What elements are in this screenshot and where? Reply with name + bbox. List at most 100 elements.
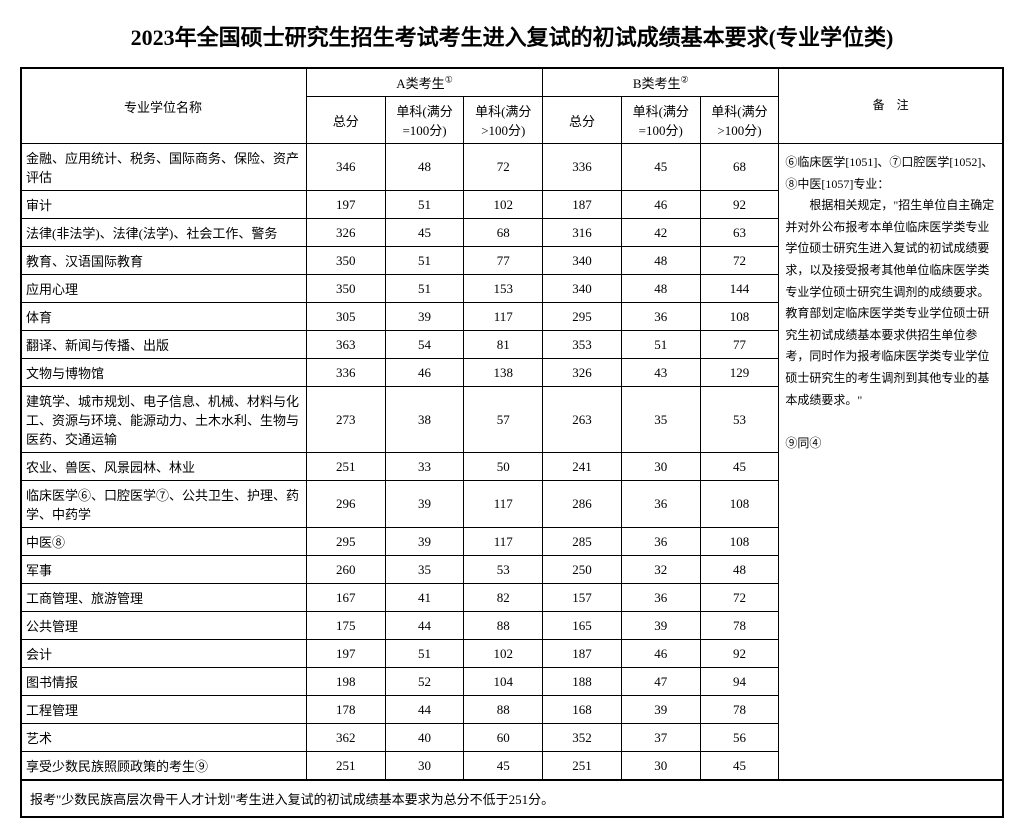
- cell-score: 108: [700, 528, 779, 556]
- cell-score: 362: [306, 724, 385, 752]
- cell-score: 39: [385, 528, 464, 556]
- table-body: 金融、应用统计、税务、国际商务、保险、资产评估34648723364568⑥临床…: [21, 144, 1003, 781]
- header-sup-a: ①: [445, 75, 453, 85]
- cell-score: 42: [621, 219, 700, 247]
- header-name-text: 专业学位名称: [124, 100, 202, 115]
- cell-score: 30: [621, 453, 700, 481]
- cell-score: 39: [385, 481, 464, 528]
- cell-score: 51: [385, 247, 464, 275]
- cell-score: 43: [621, 359, 700, 387]
- cell-score: 187: [543, 191, 622, 219]
- cell-score: 198: [306, 668, 385, 696]
- cell-score: 35: [621, 387, 700, 453]
- cell-score: 39: [385, 303, 464, 331]
- cell-score: 51: [385, 640, 464, 668]
- cell-score: 39: [621, 696, 700, 724]
- cell-score: 197: [306, 191, 385, 219]
- cell-score: 346: [306, 144, 385, 191]
- header-b-total: 总分: [543, 97, 622, 144]
- cell-name: 审计: [21, 191, 306, 219]
- cell-score: 316: [543, 219, 622, 247]
- cell-name: 建筑学、城市规划、电子信息、机械、材料与化工、资源与环境、能源动力、土木水利、生…: [21, 387, 306, 453]
- cell-score: 88: [464, 612, 543, 640]
- cell-name: 法律(非法学)、法律(法学)、社会工作、警务: [21, 219, 306, 247]
- cell-score: 78: [700, 612, 779, 640]
- cell-score: 36: [621, 584, 700, 612]
- cell-score: 78: [700, 696, 779, 724]
- cell-score: 241: [543, 453, 622, 481]
- cell-score: 54: [385, 331, 464, 359]
- cell-score: 197: [306, 640, 385, 668]
- header-name: 专业学位名称: [21, 68, 306, 144]
- cell-score: 51: [621, 331, 700, 359]
- footer-text: 报考"少数民族高层次骨干人才计划"考生进入复试的初试成绩基本要求为总分不低于25…: [21, 780, 1003, 817]
- cell-score: 53: [464, 556, 543, 584]
- cell-score: 350: [306, 275, 385, 303]
- notes-cell: ⑥临床医学[1051]、⑦口腔医学[1052]、⑧中医[1057]专业： 根据相…: [779, 144, 1003, 781]
- cell-score: 285: [543, 528, 622, 556]
- cell-score: 81: [464, 331, 543, 359]
- header-group-b-text: B类考生: [633, 76, 681, 91]
- cell-score: 48: [385, 144, 464, 191]
- cell-score: 295: [306, 528, 385, 556]
- cell-name: 体育: [21, 303, 306, 331]
- cell-score: 251: [543, 752, 622, 781]
- cell-score: 48: [621, 275, 700, 303]
- cell-score: 68: [700, 144, 779, 191]
- cell-score: 36: [621, 528, 700, 556]
- cell-score: 68: [464, 219, 543, 247]
- cell-score: 108: [700, 303, 779, 331]
- cell-score: 30: [385, 752, 464, 781]
- cell-score: 63: [700, 219, 779, 247]
- cell-score: 353: [543, 331, 622, 359]
- cell-score: 77: [464, 247, 543, 275]
- header-notes: 备 注: [779, 68, 1003, 144]
- header-a-sub100: 单科(满分=100分): [385, 97, 464, 144]
- cell-name: 艺术: [21, 724, 306, 752]
- cell-name: 金融、应用统计、税务、国际商务、保险、资产评估: [21, 144, 306, 191]
- footer-row: 报考"少数民族高层次骨干人才计划"考生进入复试的初试成绩基本要求为总分不低于25…: [21, 780, 1003, 817]
- cell-score: 340: [543, 247, 622, 275]
- cell-name: 农业、兽医、风景园林、林业: [21, 453, 306, 481]
- cell-name: 军事: [21, 556, 306, 584]
- cell-score: 56: [700, 724, 779, 752]
- header-row-1: 专业学位名称 A类考生① B类考生② 备 注: [21, 68, 1003, 97]
- cell-name: 图书情报: [21, 668, 306, 696]
- cell-score: 47: [621, 668, 700, 696]
- cell-score: 39: [621, 612, 700, 640]
- cell-score: 117: [464, 528, 543, 556]
- cell-score: 37: [621, 724, 700, 752]
- cell-score: 82: [464, 584, 543, 612]
- cell-score: 336: [306, 359, 385, 387]
- cell-score: 144: [700, 275, 779, 303]
- cell-score: 35: [385, 556, 464, 584]
- cell-score: 260: [306, 556, 385, 584]
- cell-score: 41: [385, 584, 464, 612]
- cell-score: 251: [306, 453, 385, 481]
- cell-score: 263: [543, 387, 622, 453]
- cell-score: 286: [543, 481, 622, 528]
- cell-score: 36: [621, 481, 700, 528]
- cell-score: 296: [306, 481, 385, 528]
- cell-score: 60: [464, 724, 543, 752]
- cell-score: 350: [306, 247, 385, 275]
- cell-score: 102: [464, 191, 543, 219]
- cell-score: 165: [543, 612, 622, 640]
- cell-name: 公共管理: [21, 612, 306, 640]
- table-row: 金融、应用统计、税务、国际商务、保险、资产评估34648723364568⑥临床…: [21, 144, 1003, 191]
- header-group-b: B类考生②: [543, 68, 779, 97]
- cell-score: 167: [306, 584, 385, 612]
- cell-score: 51: [385, 275, 464, 303]
- cell-score: 32: [621, 556, 700, 584]
- cell-score: 45: [700, 752, 779, 781]
- cell-score: 36: [621, 303, 700, 331]
- cell-score: 178: [306, 696, 385, 724]
- cell-score: 51: [385, 191, 464, 219]
- cell-score: 175: [306, 612, 385, 640]
- cell-score: 38: [385, 387, 464, 453]
- cell-score: 44: [385, 696, 464, 724]
- cell-score: 273: [306, 387, 385, 453]
- cell-name: 应用心理: [21, 275, 306, 303]
- cell-score: 48: [621, 247, 700, 275]
- cell-score: 46: [621, 640, 700, 668]
